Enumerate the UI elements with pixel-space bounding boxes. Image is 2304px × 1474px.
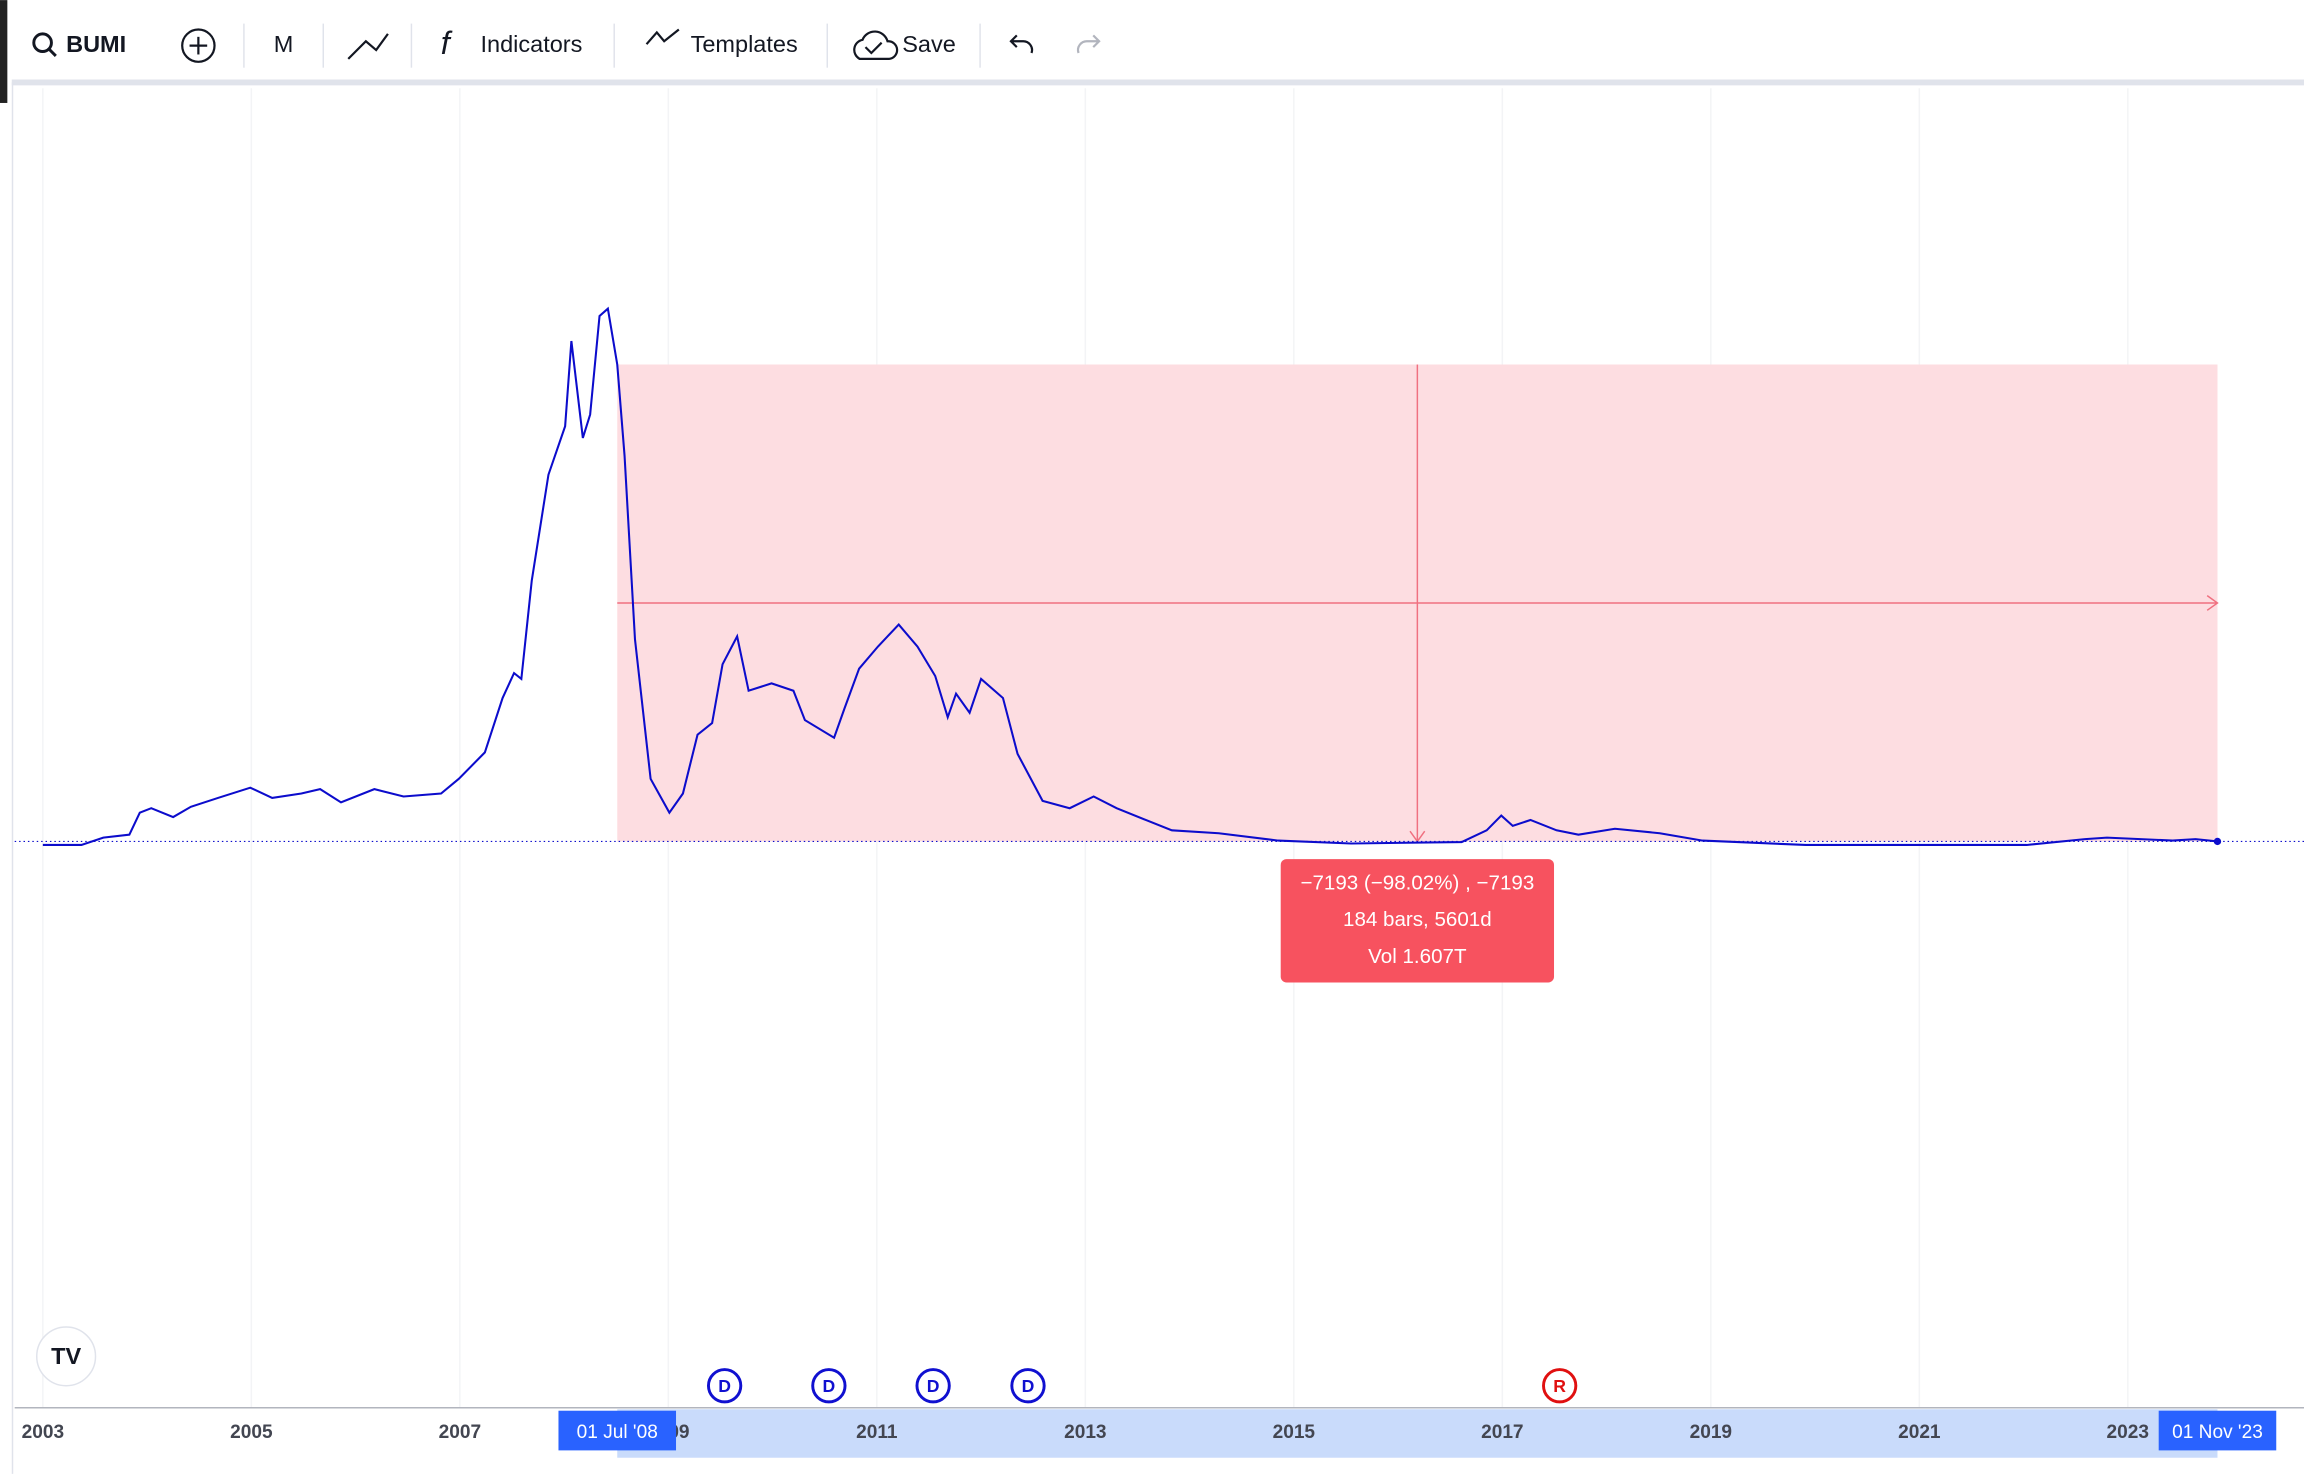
chart-type-icon[interactable] <box>347 33 389 60</box>
plot: −7193 (−98.02%) , −7193 184 bars, 5601d Vo… <box>14 88 2304 1474</box>
event-marker <box>915 1368 951 1404</box>
x-tick-label: 2003 <box>22 1422 64 1443</box>
add-icon[interactable] <box>181 28 216 63</box>
tv-logo[interactable]: TV <box>36 1326 97 1387</box>
measure-tooltip <box>1280 859 1555 983</box>
range-badge-label: 01 Nov '23 <box>2172 1422 2263 1443</box>
redo-icon[interactable] <box>1076 34 1101 54</box>
range-badge-label: 01 Jul '08 <box>577 1422 658 1443</box>
event-label: D <box>823 1376 836 1396</box>
x-tick-label: 2017 <box>1481 1422 1523 1443</box>
tooltip-line: −7193 (−98.02%) , −7193 <box>1300 871 1534 894</box>
x-tick-label: 2019 <box>1690 1422 1732 1443</box>
undo-icon[interactable] <box>1009 34 1034 54</box>
event-label: D <box>927 1376 940 1396</box>
indicators-button[interactable]: Indicators <box>480 31 582 57</box>
last-point <box>2213 837 2222 846</box>
x-tick-label: 2005 <box>230 1422 273 1443</box>
left-strip <box>0 0 8 103</box>
event-marker <box>706 1368 743 1404</box>
event-label: R <box>1553 1376 1566 1396</box>
price-line <box>42 306 2218 846</box>
tooltip-line: 184 bars, 5601d <box>1343 908 1492 931</box>
interval[interactable]: M <box>274 31 294 57</box>
event-marker <box>1542 1368 1578 1404</box>
save-button[interactable]: Save <box>902 31 956 57</box>
svg-text:TV: TV <box>51 1343 81 1369</box>
x-tick-label: 2011 <box>856 1422 898 1443</box>
fx-icon[interactable]: f <box>441 25 453 61</box>
range-badge <box>2158 1410 2277 1451</box>
symbol[interactable]: BUMI <box>66 31 126 57</box>
event-label: D <box>718 1376 731 1396</box>
save-icon[interactable] <box>853 30 899 60</box>
templates-icon[interactable] <box>645 28 680 45</box>
x-tick-label: 2013 <box>1064 1422 1106 1443</box>
x-tick-label: 2023 <box>2107 1422 2149 1443</box>
tooltip-line: Vol 1.607T <box>1368 945 1467 968</box>
event-marker <box>811 1368 847 1404</box>
toolbar <box>11 8 2304 83</box>
x-tick-label: 2015 <box>1273 1422 1316 1443</box>
event-label: D <box>1022 1376 1035 1396</box>
templates-button[interactable]: Templates <box>691 31 798 57</box>
event-marker <box>1010 1368 1046 1404</box>
search-icon[interactable] <box>32 32 57 57</box>
x-tick-label: 2007 <box>439 1422 481 1443</box>
x-tick-label: 2021 <box>1898 1422 1941 1443</box>
range-badge <box>558 1410 677 1451</box>
range-band <box>617 1409 2218 1458</box>
measure-arrow <box>2206 595 2219 611</box>
